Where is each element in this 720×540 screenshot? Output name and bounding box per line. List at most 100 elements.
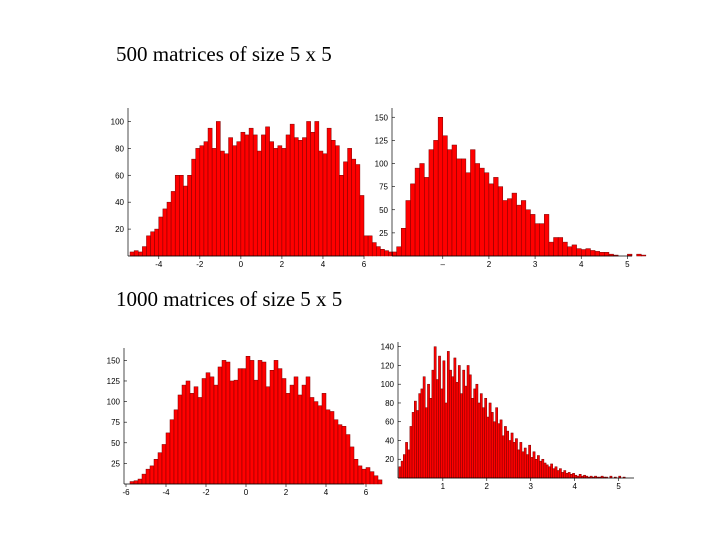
y-tick-label: 60 — [385, 418, 394, 427]
y-tick-label: 80 — [115, 144, 124, 153]
y-tick-label: 100 — [381, 380, 395, 389]
x-tick-label: -4 — [155, 260, 163, 269]
title-bottom: 1000 matrices of size 5 x 5 — [116, 287, 343, 311]
histogram-bar — [440, 388, 444, 479]
histogram-bar — [435, 379, 439, 479]
histogram-bar — [495, 407, 499, 479]
x-tick-label: 3 — [528, 482, 533, 491]
histogram-bar — [506, 430, 509, 479]
histogram-bar — [583, 474, 586, 479]
histogram-bar — [398, 466, 402, 479]
histogram-bar — [429, 398, 433, 479]
histogram-bar — [418, 393, 422, 479]
histogram-bar — [433, 346, 437, 479]
histogram-bar — [488, 402, 492, 479]
x-tick-label: -6 — [122, 488, 130, 497]
histogram-bar — [570, 474, 573, 479]
histogram-bar — [548, 466, 551, 479]
x-tick-label: -2 — [196, 260, 204, 269]
x-tick-label: 4 — [321, 260, 326, 269]
y-tick-label: 150 — [375, 113, 389, 122]
x-tick-label: 3 — [533, 260, 538, 269]
histogram-bar — [563, 470, 567, 479]
histogram-bar — [416, 410, 419, 479]
x-tick-label: -4 — [162, 488, 170, 497]
x-tick-label: 6 — [364, 488, 369, 497]
y-tick-label: 100 — [375, 160, 389, 169]
y-tick-label: 40 — [385, 436, 394, 445]
histogram-bar — [493, 421, 496, 479]
histogram-bar — [462, 369, 466, 479]
histogram-bar — [400, 460, 404, 479]
histogram-bar — [460, 393, 463, 479]
histogram-bar — [543, 462, 547, 479]
histogram-bar — [471, 398, 474, 479]
x-tick-label: 2 — [487, 260, 492, 269]
histogram-bar — [523, 447, 527, 479]
histogram-bar — [468, 374, 472, 479]
histogram-bar — [574, 474, 578, 479]
histogram-bar — [475, 383, 479, 479]
histogram-bar — [519, 442, 523, 479]
histogram-bar — [409, 426, 413, 479]
histogram-bar — [453, 357, 457, 479]
y-tick-label: 125 — [107, 377, 121, 386]
histogram-bar — [473, 388, 477, 479]
histogram-bar — [455, 382, 459, 479]
histogram-bar — [501, 435, 505, 479]
histogram-bar — [442, 360, 446, 479]
x-tick-label: 4 — [579, 260, 584, 269]
histogram-bar — [407, 449, 411, 479]
x-tick-label: 0 — [239, 260, 244, 269]
y-tick-label: 80 — [385, 399, 394, 408]
x-tick-label: 1 — [441, 482, 446, 491]
histogram-bar — [552, 468, 556, 479]
x-tick-label: 4 — [572, 482, 577, 491]
histogram-bar — [567, 472, 571, 479]
histogram-bar — [515, 438, 518, 479]
histogram-bar — [482, 407, 485, 479]
y-tick-label: 25 — [379, 229, 388, 238]
histogram-bar — [479, 393, 483, 479]
histogram-bar — [444, 402, 448, 479]
histogram-bar — [640, 254, 647, 257]
histogram-bar — [411, 412, 415, 479]
histogram-bar — [422, 376, 426, 479]
histogram-bar — [532, 451, 536, 479]
histogram-bar — [414, 400, 417, 479]
histogram-bar — [521, 451, 525, 479]
histogram-bar — [499, 419, 503, 479]
histogram-bar — [556, 470, 560, 479]
histogram-bar — [545, 464, 549, 479]
histogram-bar — [425, 407, 428, 479]
histogram-bar — [427, 383, 430, 479]
histogram-bar — [403, 454, 406, 479]
x-tick-label: -2 — [202, 488, 210, 497]
y-tick-label: 140 — [381, 343, 395, 352]
y-tick-label: 100 — [107, 398, 121, 407]
histogram-bar — [486, 416, 490, 479]
histogram-bar — [565, 473, 569, 479]
x-tick-label: 4 — [324, 488, 329, 497]
histogram-bar — [512, 442, 516, 479]
x-tick-label: 2 — [284, 488, 289, 497]
histogram-bar — [554, 466, 558, 479]
histogram-bar — [510, 432, 514, 479]
y-tick-label: 125 — [375, 136, 389, 145]
histogram-bar — [526, 454, 529, 479]
histogram-bar — [578, 474, 582, 479]
histogram-bar — [504, 426, 507, 479]
histogram-bar — [528, 444, 531, 479]
y-tick-label: 100 — [111, 117, 125, 126]
histogram-bar — [530, 457, 534, 479]
histogram-bar — [517, 449, 520, 479]
histogram-bar — [484, 398, 488, 479]
y-tick-label: 20 — [385, 455, 394, 464]
histogram-bar — [420, 388, 424, 479]
y-tick-label: 120 — [381, 361, 395, 370]
histogram-bar — [431, 369, 435, 479]
histogram-bar — [572, 473, 575, 479]
